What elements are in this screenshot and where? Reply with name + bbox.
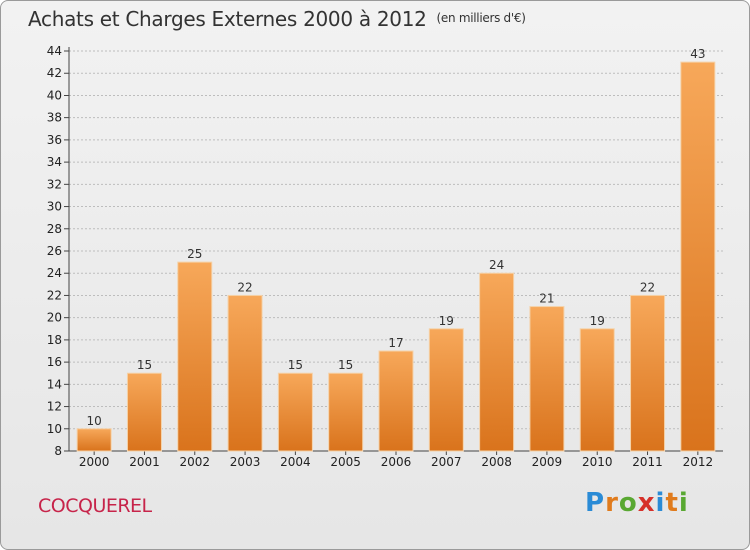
data-label-2011: 22 [640, 280, 655, 294]
data-label-2007: 19 [439, 314, 454, 328]
data-label-2010: 19 [590, 314, 605, 328]
x-tick-label-2003: 2003 [230, 455, 261, 469]
y-tick-label: 26 [47, 244, 62, 258]
data-label-2002: 25 [187, 247, 202, 261]
unit-label: (en milliers d'€) [436, 11, 526, 25]
logo-letter: x [637, 488, 656, 518]
x-tick-label-2009: 2009 [532, 455, 563, 469]
logo-letter: t [665, 488, 679, 518]
data-label-2000: 10 [87, 414, 102, 428]
axes: 8 10 12 14 16 18 20 22 24 26 28 30 32 34 36 38 40 42 44 200… [47, 44, 723, 469]
data-labels: 10 15 25 22 15 15 17 19 24 21 19 22 43 [87, 47, 706, 428]
data-label-2009: 21 [539, 292, 554, 306]
logo-letter: r [605, 488, 619, 518]
bar-2005 [328, 372, 364, 452]
data-label-2004: 15 [288, 358, 303, 372]
y-tick-label: 34 [47, 155, 62, 169]
y-tick-label: 22 [47, 288, 62, 302]
data-label-2008: 24 [489, 258, 504, 272]
bar-2009 [529, 306, 565, 452]
y-tick-label: 38 [47, 111, 62, 125]
data-label-2003: 22 [237, 280, 252, 294]
y-tick-label: 8 [54, 444, 62, 458]
y-tick-label: 20 [47, 311, 62, 325]
logo-letter: i [678, 488, 689, 518]
bar-2011 [630, 294, 666, 452]
data-label-2005: 15 [338, 358, 353, 372]
y-tick-label: 44 [47, 44, 62, 58]
x-tick-label-2005: 2005 [330, 455, 361, 469]
bars [76, 61, 716, 452]
y-tick-label: 12 [47, 400, 62, 414]
x-tick-label-2007: 2007 [431, 455, 462, 469]
x-tick-label-2012: 2012 [683, 455, 714, 469]
data-label-2006: 17 [388, 336, 403, 350]
bar-2000 [76, 428, 112, 452]
logo-letter: o [618, 488, 638, 518]
x-tick-label-2010: 2010 [582, 455, 613, 469]
proxiti-logo: Proxiti [585, 488, 689, 518]
y-tick-label: 32 [47, 177, 62, 191]
y-tick-label: 42 [47, 66, 62, 80]
logo-letter: i [655, 488, 666, 518]
title-text: Achats et Charges Externes 2000 à 2012 [28, 7, 427, 31]
x-tick-label-2008: 2008 [481, 455, 512, 469]
bar-2003 [227, 294, 263, 452]
bar-2008 [479, 272, 515, 452]
y-tick-label: 18 [47, 333, 62, 347]
x-tick-label-2006: 2006 [381, 455, 412, 469]
bar-2002 [177, 261, 213, 452]
bar-2001 [126, 372, 162, 452]
y-tick-label: 24 [47, 266, 62, 280]
y-tick-label: 14 [47, 377, 62, 391]
y-tick-label: 16 [47, 355, 62, 369]
bar-2007 [428, 328, 464, 452]
x-tick-label-2004: 2004 [280, 455, 311, 469]
x-tick-label-2002: 2002 [179, 455, 210, 469]
bar-2012 [680, 61, 716, 452]
commune-name: COCQUEREL [38, 495, 152, 517]
x-tick-label-2001: 2001 [129, 455, 160, 469]
data-label-2001: 15 [137, 358, 152, 372]
chart-title: Achats et Charges Externes 2000 à 2012 (e… [28, 7, 526, 31]
x-tick-label-2000: 2000 [79, 455, 110, 469]
logo-letter: P [585, 488, 606, 518]
y-tick-label: 36 [47, 133, 62, 147]
y-tick-label: 28 [47, 222, 62, 236]
bar-2004 [277, 372, 313, 452]
x-tick-label-2011: 2011 [632, 455, 663, 469]
y-tick-label: 10 [47, 422, 62, 436]
y-tick-label: 30 [47, 200, 62, 214]
bar-2010 [579, 328, 615, 452]
data-label-2012: 43 [690, 47, 705, 61]
bar-2006 [378, 350, 414, 452]
y-tick-label: 40 [47, 88, 62, 102]
